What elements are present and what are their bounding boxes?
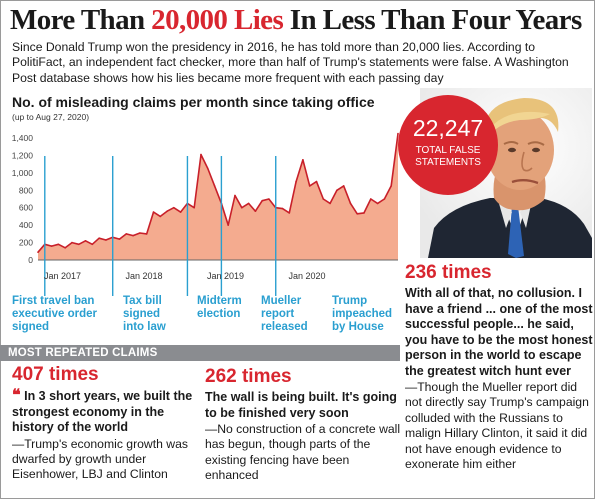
y-tick-label: 0 [28,255,33,265]
y-tick-label: 1,000 [12,168,34,178]
badge-number: 22,247 [412,115,484,141]
chart-subtitle: (up to Aug 27, 2020) [12,112,90,122]
milestone-travel-ban: First travel ban executive order signed [12,295,98,333]
headline: More Than 20,000 Lies In Less Than Four … [10,4,590,37]
data-point [139,232,141,234]
badge-caption: TOTAL FALSE STATEMENTS [415,145,481,168]
claim-card-1: 407 times ❝ In 3 short years, we built t… [12,364,202,483]
claim-card-2: 262 times The wall is being built. It's … [205,366,405,484]
milestone-tax-bill: Tax bill signed into law [123,295,166,333]
claim-2-quote: The wall is being built. It's going to b… [205,390,397,420]
data-point [179,211,182,213]
y-tick-label: 400 [19,220,33,230]
data-point [383,198,386,200]
data-point [227,224,229,226]
data-point [37,251,39,253]
section-bar: MOST REPEATED CLAIMS [0,345,400,361]
data-point [207,167,209,170]
section-title: MOST REPEATED CLAIMS [8,347,158,359]
claim-2-note: —No construction of a concrete wall has … [205,422,401,483]
quote-mark-icon: ❝ [12,387,21,404]
claim-2-count: 262 times [205,366,292,387]
data-point [308,185,311,187]
data-point [302,159,304,161]
claim-3-note: —Though the Mueller report did not direc… [405,380,589,472]
data-point [118,238,121,240]
intro-text: Since Donald Trump won the presidency in… [12,40,569,85]
data-point [363,212,365,214]
data-point [376,202,379,205]
milestone-mueller-report: Mueller report released [261,295,308,333]
data-point [193,206,195,209]
claims-area-chart: 0 200 400 600 800 1,000 1,200 1,400 Jan 2017 Jan … [12,132,399,296]
data-point [132,234,134,237]
y-tick-label: 600 [19,203,33,213]
data-point [322,198,325,200]
data-point [213,185,216,187]
y-tick-label: 200 [19,238,33,248]
chart-title: No. of misleading claims per month since… [12,94,375,110]
data-point [78,243,80,246]
claim-3-quote: With all of that, no collusion. I have a… [405,286,593,378]
headline-highlight: 20,000 Lies [151,4,284,36]
data-point [329,202,331,205]
data-point [370,198,372,200]
data-point [98,237,100,239]
claim-1-note: —Trump's economic growth was dwarfed by … [12,436,188,482]
data-point [268,198,270,200]
data-point [295,180,297,183]
data-point [166,210,168,212]
data-point [261,199,264,202]
claim-3-count: 236 times [405,262,492,283]
series-line [37,133,399,253]
data-point [50,245,53,247]
y-tick-label: 1,400 [12,133,34,143]
data-point [254,210,257,212]
data-point [125,233,128,235]
data-point [241,206,243,209]
data-point [247,202,250,205]
data-point [84,240,87,242]
data-point [315,180,318,183]
data-point [390,185,393,187]
data-point [91,243,94,246]
milestone-impeachment: Trump impeached by House [332,295,393,333]
data-point [349,202,352,205]
data-point [105,239,107,241]
headline-part1: More Than [10,4,152,36]
claim-1-quote-text: In 3 short years, we built the strongest… [12,389,193,434]
trump-portrait-image [420,88,592,258]
data-point [145,233,148,235]
x-tick-label: Jan 2020 [289,271,326,281]
x-tick-label: Jan 2019 [207,271,244,281]
data-point [281,207,284,210]
data-point [342,185,345,187]
milestone-midterm: Midterm election [197,295,242,320]
claim-1-count: 407 times [12,364,99,385]
data-point [57,243,60,246]
claim-card-3: 236 times With all of that, no collusion… [405,262,593,472]
data-point [159,215,162,218]
data-point [71,241,73,244]
data-point [64,247,66,249]
x-tick-label: Jan 2018 [126,271,163,281]
y-tick-label: 800 [19,185,33,195]
data-point [173,206,175,209]
headline-part2: In Less Than Four Years [283,4,582,36]
claim-1-quote: ❝ In 3 short years, we built the stronge… [12,388,202,436]
data-point [234,194,236,197]
y-tick-label: 1,200 [12,150,34,160]
data-point [288,212,291,214]
data-point [200,153,202,156]
data-point [152,211,155,213]
data-point [356,213,359,215]
x-tick-label: Jan 2017 [44,271,81,281]
data-point [336,189,338,192]
total-false-statements-badge: 22,247 TOTAL FALSE STATEMENTS [398,95,498,195]
